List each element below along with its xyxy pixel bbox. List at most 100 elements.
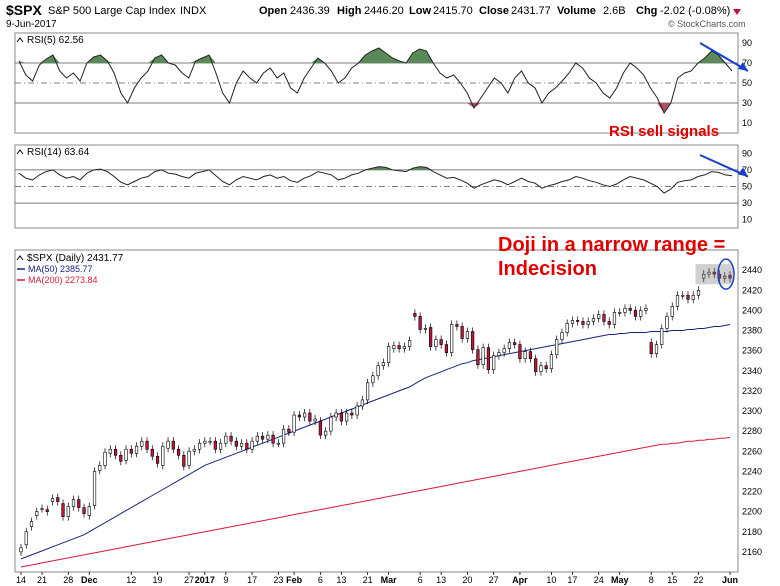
x-tick-label: 23 xyxy=(273,575,283,585)
candle-body xyxy=(77,499,81,508)
price-tick-label: 2220 xyxy=(742,487,762,497)
price-tick-label: 2400 xyxy=(742,305,762,315)
x-tick-label: 21 xyxy=(363,575,373,585)
chg-value: -2.02 (-0.08%) xyxy=(660,5,730,17)
chg-label: Chg xyxy=(636,5,657,17)
candle-body xyxy=(134,445,139,454)
candle-body xyxy=(444,344,449,353)
candle-body xyxy=(555,339,559,355)
candle-body xyxy=(381,362,385,367)
x-tick-label: 9 xyxy=(223,575,228,585)
candle-body xyxy=(492,355,496,371)
ma50-line xyxy=(20,324,731,560)
candle-body xyxy=(339,412,343,422)
x-tick-label: 20 xyxy=(462,575,472,585)
candle-body xyxy=(35,511,39,516)
candle-body xyxy=(329,416,333,432)
x-tick-label: 13 xyxy=(336,575,346,585)
candle-body xyxy=(539,365,543,373)
candle-body xyxy=(570,320,575,324)
candle-body xyxy=(413,313,417,317)
candle-body xyxy=(376,365,380,377)
candle-body xyxy=(266,434,270,440)
x-tick-label: 27 xyxy=(184,575,194,585)
candle-body xyxy=(271,434,275,444)
x-tick-label: 15 xyxy=(667,575,677,585)
x-tick-label: 6 xyxy=(418,575,423,585)
rsi-tick-label: 50 xyxy=(742,78,752,88)
price-tick-label: 2300 xyxy=(742,406,762,416)
candle-body xyxy=(287,428,291,433)
candle-body xyxy=(586,321,590,325)
price-tick-label: 2280 xyxy=(742,426,762,436)
price-tick-label: 2440 xyxy=(742,265,762,275)
candle-body xyxy=(360,399,364,407)
ma200-line xyxy=(20,436,731,568)
ohlc-readout: Open 2436.39 High 2446.20 Low 2415.70 Cl… xyxy=(259,5,741,17)
low-label: Low xyxy=(409,5,431,17)
x-tick-label: 28 xyxy=(63,575,73,585)
indicator-icon xyxy=(16,37,24,43)
candle-body xyxy=(581,321,585,325)
candle-body xyxy=(124,448,128,461)
candle-body xyxy=(276,442,280,445)
brand-watermark: © StockCharts.com xyxy=(668,19,746,29)
candle-body xyxy=(313,418,317,422)
candle-body xyxy=(702,273,706,279)
candle-body xyxy=(203,440,207,444)
candle-body xyxy=(119,454,123,462)
x-tick-label: Feb xyxy=(286,575,303,585)
candle-body xyxy=(345,412,349,422)
candle-body xyxy=(245,442,249,450)
candle-body xyxy=(355,405,359,416)
candle-body xyxy=(618,312,622,314)
candle-body xyxy=(281,428,286,444)
candle-body xyxy=(423,328,427,330)
candle-body xyxy=(103,451,107,466)
candle-body xyxy=(192,448,196,452)
candle-body xyxy=(161,445,165,466)
candle-body xyxy=(92,471,97,506)
chart-date: 9-Jun-2017 xyxy=(6,19,57,30)
price-tick-label: 2380 xyxy=(742,326,762,336)
rsi5-panel: 90 70 50 30 10 RSI(5) 62.56 xyxy=(14,32,752,134)
x-tick-label: 12 xyxy=(126,575,136,585)
legend-label: MA(50) 2385.77 xyxy=(28,264,93,274)
candle-body xyxy=(408,340,412,347)
candle-body xyxy=(208,440,212,443)
candle-body xyxy=(371,375,375,384)
price-tick-label: 2340 xyxy=(742,366,762,376)
candle-body xyxy=(644,308,648,311)
candle-body xyxy=(597,314,601,319)
high-value: 2446.20 xyxy=(364,5,404,17)
candle-body xyxy=(292,414,296,433)
candle-body xyxy=(628,308,632,311)
indicator-icon xyxy=(16,255,24,261)
candle-body xyxy=(66,506,70,517)
candle-body xyxy=(308,412,312,422)
x-tick-label: Dec xyxy=(81,575,98,585)
candle-body xyxy=(255,435,259,442)
x-tick-label: 8 xyxy=(649,575,654,585)
x-tick-label: Jun xyxy=(722,575,738,585)
candle-body xyxy=(82,507,86,514)
rsi-tick-label: 90 xyxy=(742,148,752,158)
candle-body xyxy=(481,347,485,366)
rsi-tick-label: 70 xyxy=(742,58,752,68)
rsi-tick-label: 70 xyxy=(742,165,752,175)
x-tick-label: 27 xyxy=(489,575,499,585)
x-tick-label: 24 xyxy=(594,575,604,585)
x-tick-label: 19 xyxy=(153,575,163,585)
rsi-tick-label: 90 xyxy=(742,38,752,48)
rsi-overbought-fill xyxy=(19,48,732,63)
doji-annotation-line2: Indecision xyxy=(498,258,597,280)
high-label: High xyxy=(337,5,362,17)
price-frame xyxy=(14,249,739,573)
x-tick-label: Mar xyxy=(381,575,398,585)
candle-body xyxy=(61,503,65,517)
chart-exchange: INDX xyxy=(180,5,207,17)
candle-body xyxy=(681,294,685,297)
candle-body xyxy=(56,497,60,502)
candle-body xyxy=(623,308,627,313)
rsi-oversold-fill xyxy=(19,103,732,113)
